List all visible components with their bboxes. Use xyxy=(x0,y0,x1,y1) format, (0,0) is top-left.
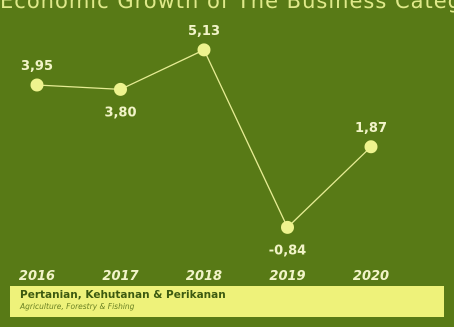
x-tick-2019: 2019 xyxy=(269,269,305,284)
x-tick-2018: 2018 xyxy=(186,269,222,284)
x-tick-2020: 2020 xyxy=(353,269,389,284)
data-label-layer: 3,95 3,80 5,13 -0,84 1,87 xyxy=(21,24,387,258)
series-line-layer xyxy=(36,49,372,229)
data-point-2018 xyxy=(197,43,211,57)
data-label-2016: 3,95 xyxy=(21,59,53,74)
x-tick-2017: 2017 xyxy=(102,269,139,284)
series-line xyxy=(36,49,372,229)
category-title: Pertanian, Kehutanan & Perikanan xyxy=(20,289,226,301)
x-tick-2016: 2016 xyxy=(19,269,55,284)
data-point-2017 xyxy=(114,82,127,96)
chart-caption: Economic Growth of The Business Category xyxy=(0,0,454,13)
data-point-layer xyxy=(30,43,378,234)
data-point-2016 xyxy=(30,78,44,92)
data-point-2020 xyxy=(364,140,378,154)
data-point-2019 xyxy=(281,220,294,234)
data-label-2020: 1,87 xyxy=(355,121,387,136)
data-label-2017: 3,80 xyxy=(104,105,136,120)
x-axis-tick-layer: 2016 2017 2018 2019 2020 xyxy=(19,269,389,284)
category-legend-box: Pertanian, Kehutanan & Perikanan Agricul… xyxy=(10,286,444,317)
data-label-2018: 5,13 xyxy=(188,24,220,39)
category-subtitle: Agriculture, Forestry & Fishing xyxy=(20,302,135,311)
data-label-2019: -0,84 xyxy=(269,243,306,258)
